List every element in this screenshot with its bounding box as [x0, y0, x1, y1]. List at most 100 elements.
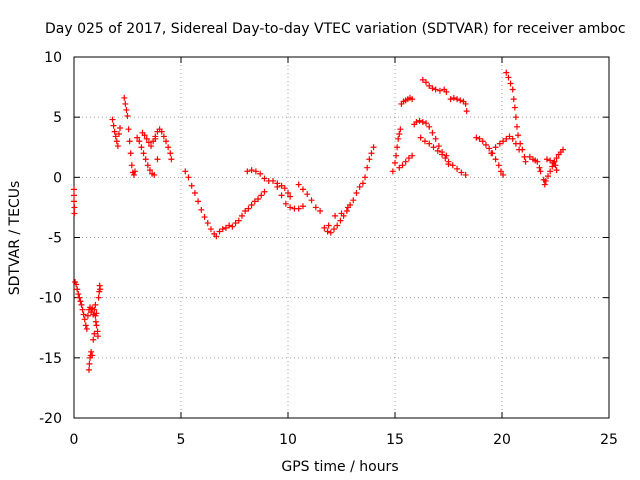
data-point [73, 281, 80, 288]
data-point [362, 174, 369, 181]
data-point [123, 106, 130, 113]
data-point [522, 158, 529, 165]
data-point [321, 224, 328, 231]
data-point [343, 208, 350, 215]
data-point [89, 352, 96, 359]
data-point [419, 118, 426, 125]
data-point [476, 135, 483, 142]
data-point [500, 171, 507, 178]
data-point [324, 228, 331, 235]
data-point [121, 94, 128, 101]
data-point [229, 223, 236, 230]
data-point [397, 126, 404, 133]
data-point [255, 195, 262, 202]
data-point [394, 144, 401, 151]
data-point [454, 165, 461, 172]
y-tick-labels: -20 -15 -10 -5 0 5 10 [39, 50, 62, 427]
data-point [76, 294, 83, 301]
data-point [417, 134, 424, 141]
data-point [399, 162, 406, 169]
y-tick-label: -15 [39, 351, 62, 367]
data-point [79, 306, 86, 313]
data-point [547, 168, 554, 175]
data-point [549, 163, 556, 170]
data-point [251, 198, 258, 205]
x-tick-label: 20 [493, 432, 511, 448]
data-point [198, 206, 205, 213]
data-point [413, 118, 420, 125]
axis-ticks [73, 56, 610, 419]
data-point [463, 108, 470, 115]
data-point [222, 224, 229, 231]
x-tick-label: 10 [279, 432, 297, 448]
data-point [285, 189, 291, 196]
data-point [235, 217, 242, 224]
y-tick-label: -10 [39, 291, 62, 307]
data-point [152, 135, 159, 142]
data-point [83, 325, 90, 332]
data-point [370, 144, 377, 151]
data-point [462, 171, 469, 178]
data-point [117, 124, 124, 131]
data-point [559, 146, 566, 153]
data-point [165, 144, 172, 151]
data-point [366, 156, 373, 163]
data-point [95, 294, 102, 301]
data-point [395, 135, 402, 142]
data-point [454, 96, 461, 103]
data-point [396, 131, 403, 138]
data-point [140, 150, 147, 157]
data-point [94, 333, 101, 340]
data-point [359, 180, 366, 187]
data-point [201, 214, 208, 221]
data-point [500, 138, 507, 145]
grid-lines [74, 57, 609, 418]
data-point [278, 182, 285, 189]
data-point [503, 135, 510, 142]
data-point [507, 80, 514, 87]
data-point [409, 96, 416, 103]
data-point [492, 156, 499, 163]
data-point [479, 138, 486, 145]
data-point [409, 152, 416, 159]
data-point [261, 175, 268, 182]
data-point [547, 157, 554, 164]
data-point [136, 138, 143, 145]
data-points [71, 69, 566, 373]
data-point [423, 120, 430, 127]
data-point [334, 222, 341, 229]
data-point [74, 286, 81, 293]
data-point [482, 141, 489, 148]
data-point [344, 204, 351, 211]
data-point [295, 205, 302, 212]
data-point [443, 152, 450, 159]
data-point [248, 202, 255, 209]
data-point [82, 322, 89, 329]
data-point [84, 312, 91, 319]
data-point [287, 204, 294, 211]
data-point [71, 186, 77, 193]
data-point [512, 114, 519, 121]
data-point [191, 189, 198, 196]
data-point [419, 76, 426, 83]
data-point [521, 153, 528, 160]
data-point [146, 167, 153, 174]
data-point [142, 156, 149, 163]
data-point [497, 168, 504, 175]
data-point [432, 135, 439, 142]
data-point [356, 183, 363, 190]
data-point [219, 226, 226, 233]
data-point [139, 129, 146, 136]
data-point [216, 228, 223, 235]
data-point [515, 132, 522, 139]
y-tick-label: 0 [53, 170, 62, 186]
data-point [86, 360, 93, 367]
data-point [213, 233, 220, 240]
data-point [287, 193, 294, 200]
data-point [81, 316, 88, 323]
x-axis-label: GPS time / hours [281, 459, 398, 475]
data-point [338, 210, 345, 217]
data-point [151, 171, 158, 178]
data-point [207, 226, 214, 233]
